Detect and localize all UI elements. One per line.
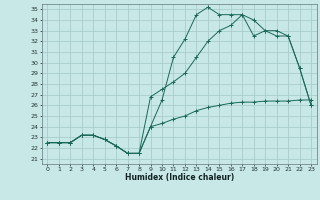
X-axis label: Humidex (Indice chaleur): Humidex (Indice chaleur) (124, 173, 234, 182)
